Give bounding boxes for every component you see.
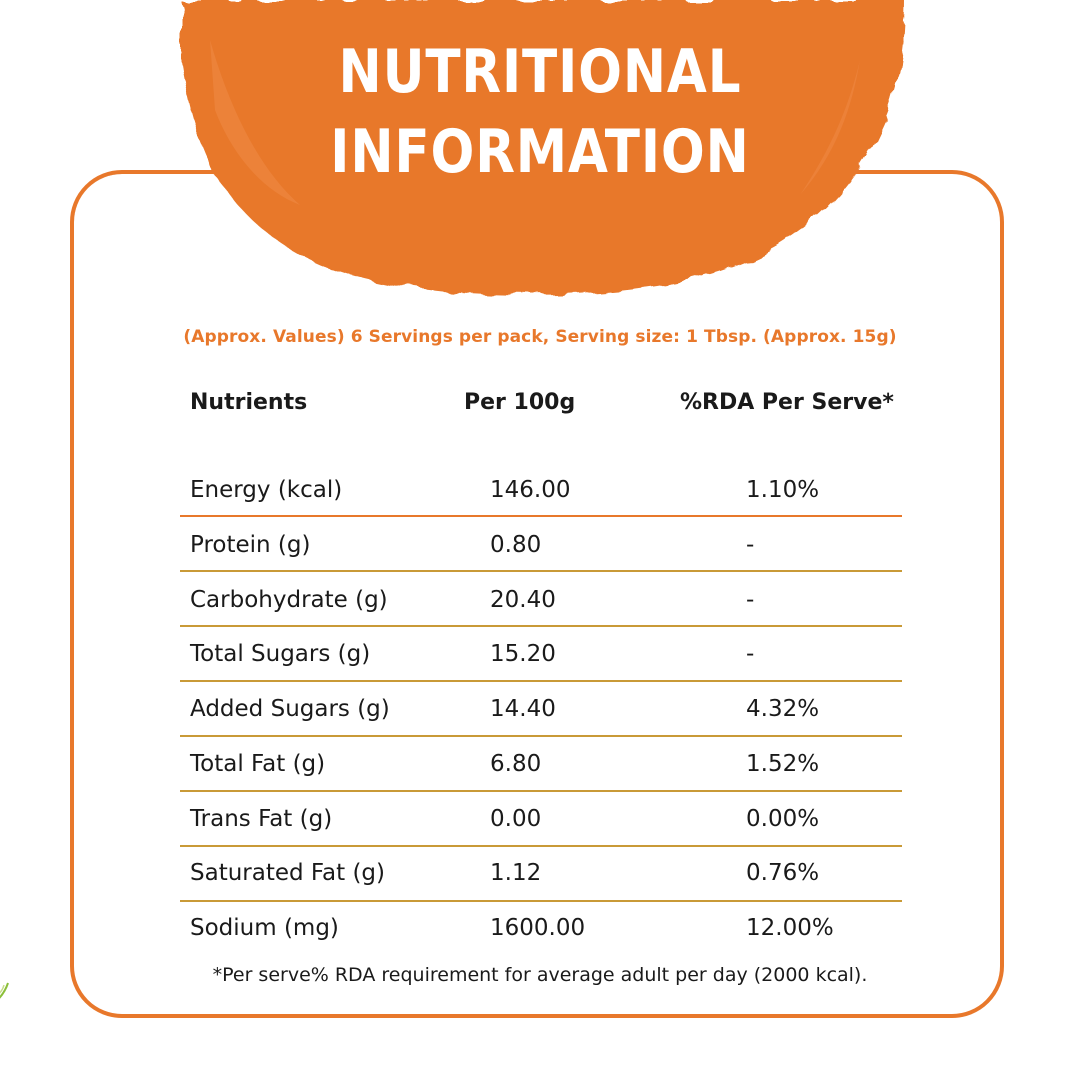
row-divider [180, 515, 902, 517]
rda-value: - [746, 587, 755, 613]
nutrient-name: Trans Fat (g) [190, 806, 333, 832]
rda-value: - [746, 641, 755, 667]
per-100g-value: 20.40 [490, 587, 556, 613]
rda-value: - [746, 532, 755, 558]
title-brush-blob [180, 0, 905, 296]
rda-value: 12.00% [746, 915, 834, 941]
row-divider [180, 735, 902, 737]
rda-footnote: *Per serve% RDA requirement for average … [212, 964, 868, 986]
row-divider [180, 570, 902, 572]
per-100g-value: 14.40 [490, 696, 556, 722]
nutrient-name: Saturated Fat (g) [190, 860, 386, 886]
row-divider [180, 680, 902, 682]
header-rda: %RDA Per Serve* [680, 390, 894, 415]
serving-info: (Approx. Values) 6 Servings per pack, Se… [183, 327, 897, 347]
per-100g-value: 146.00 [490, 477, 571, 503]
rda-value: 0.00% [746, 806, 820, 832]
per-100g-value: 1.12 [490, 860, 542, 886]
row-divider [180, 790, 902, 792]
nutrient-name: Protein (g) [190, 532, 311, 558]
header-nutrients: Nutrients [190, 390, 308, 415]
rda-value: 1.10% [746, 477, 820, 503]
title-line-1: NUTRITIONAL [338, 37, 742, 107]
nutrient-name: Total Fat (g) [190, 751, 326, 777]
nutrient-name: Sodium (mg) [190, 915, 339, 941]
rda-value: 0.76% [746, 860, 820, 886]
nutrient-name: Energy (kcal) [190, 477, 343, 503]
nutrient-name: Total Sugars (g) [190, 641, 371, 667]
per-100g-value: 15.20 [490, 641, 556, 667]
row-divider [180, 625, 902, 627]
nutrient-name: Carbohydrate (g) [190, 587, 388, 613]
rda-value: 4.32% [746, 696, 820, 722]
title-line-2: INFORMATION [330, 117, 750, 187]
per-100g-value: 0.00 [490, 806, 542, 832]
row-divider [180, 900, 902, 902]
per-100g-value: 0.80 [490, 532, 542, 558]
row-divider [180, 845, 902, 847]
per-100g-value: 6.80 [490, 751, 542, 777]
leaf-decoration [0, 982, 9, 999]
nutrition-card [70, 170, 1004, 1018]
nutrient-name: Added Sugars (g) [190, 696, 390, 722]
header-per-100g: Per 100g [464, 390, 576, 415]
rda-value: 1.52% [746, 751, 820, 777]
per-100g-value: 1600.00 [490, 915, 586, 941]
